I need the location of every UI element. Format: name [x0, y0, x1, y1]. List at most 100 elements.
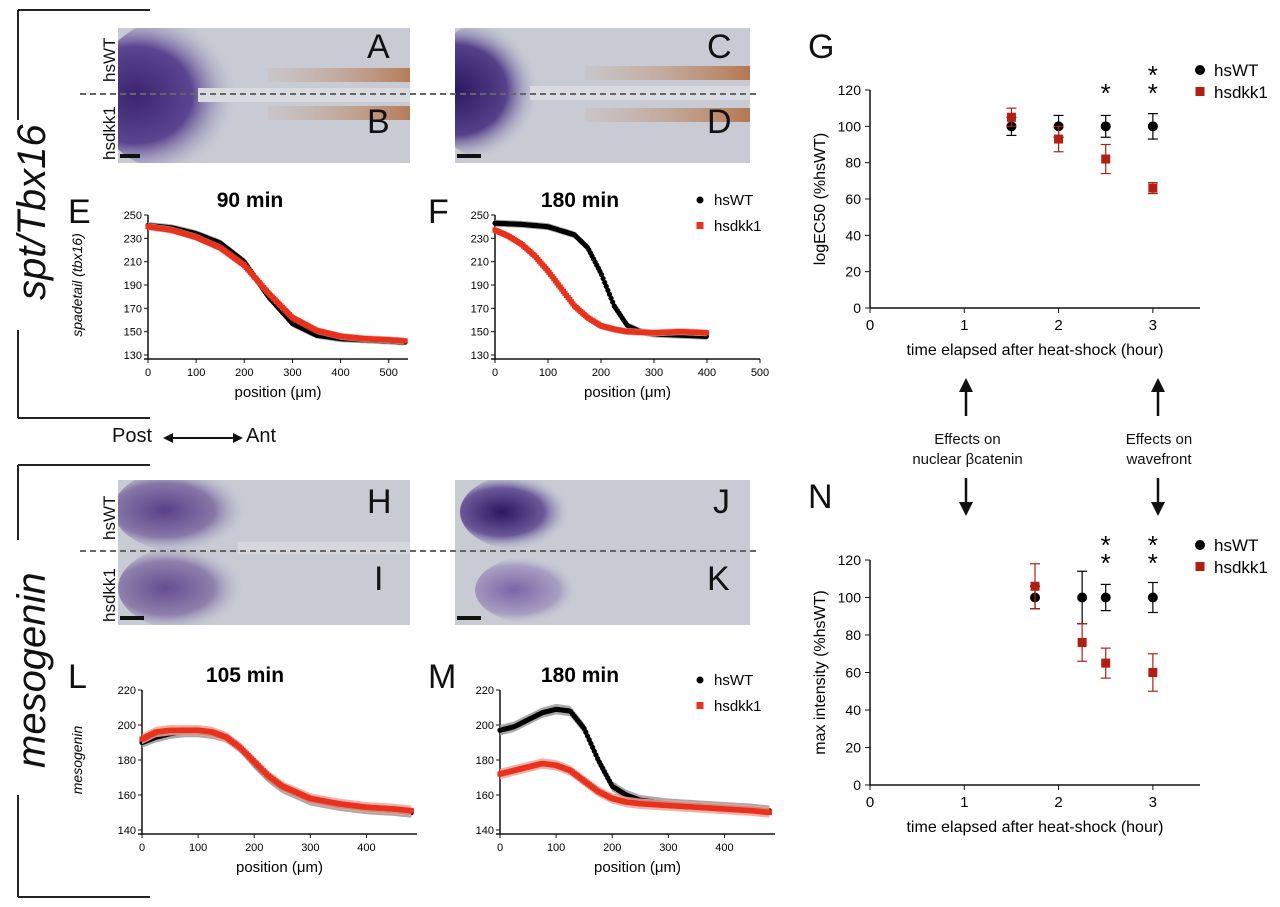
error-band — [148, 223, 405, 345]
panel-letter-N: N — [808, 478, 833, 516]
y-axis-label: max intensity (%hsWT) — [812, 590, 829, 754]
series-hsWT — [1030, 570, 1158, 625]
series-line — [147, 224, 406, 344]
error-band — [142, 725, 412, 816]
series-line — [494, 229, 708, 334]
x-tick-label: 0 — [866, 317, 874, 334]
y-tick-label: 250 — [471, 210, 489, 222]
data-point — [1054, 134, 1064, 144]
y-tick-label: 20 — [845, 740, 861, 756]
label-hsdkk1-top: hsdkk1 — [100, 106, 119, 160]
chart-N: 0 20 40 60 80 100 120 0 1 2 3 time elapsed after he… — [812, 530, 1268, 836]
series-hsdkk1 — [1030, 563, 1158, 692]
y-tick-label: 100 — [838, 590, 862, 606]
x-tick-label: 300 — [301, 842, 319, 854]
legend-label-hsdkk1: hsdkk1 — [1214, 558, 1268, 577]
y-tick-label: 40 — [845, 227, 861, 243]
annotation-arrows — [959, 378, 1165, 516]
legend-label-hsdkk1: hsdkk1 — [714, 218, 762, 235]
y-tick-label: 190 — [124, 280, 142, 292]
y-tick-label: 150 — [471, 327, 489, 339]
panel-letter-L: L — [68, 658, 87, 696]
series-s0 — [145, 222, 408, 346]
legend-label-hswt: hsWT — [714, 192, 753, 209]
panel-letter-G: G — [808, 28, 835, 66]
ant-label: Ant — [246, 425, 277, 447]
legend-marker-hswt — [696, 196, 704, 204]
chart-L: 105 min 140 160 180 200 220 0 100 200 300 400 posit… — [69, 664, 417, 876]
x-tick-label: 100 — [189, 842, 207, 854]
error-band — [500, 758, 770, 818]
panel-letter-A: A — [367, 28, 390, 66]
series-hsdkk1 — [492, 226, 710, 337]
chart-title: 105 min — [206, 664, 284, 687]
annotation-right-line1: Effects on — [1125, 431, 1193, 448]
x-tick-label: 3 — [1149, 794, 1157, 811]
panel-letter-F: F — [428, 193, 449, 231]
y-tick-label: 80 — [845, 627, 861, 643]
significance-star: * — [1148, 548, 1158, 578]
y-tick-label: 130 — [124, 350, 142, 362]
y-tick-label: 100 — [838, 118, 862, 134]
chart-title: 90 min — [217, 189, 284, 212]
label-hsdkk1-bottom: hsdkk1 — [100, 568, 119, 622]
x-tick-label: 500 — [380, 367, 398, 379]
chart-F: 180 min 130 150 170 190 210 230 250 0 100 200 300 40… — [471, 189, 770, 401]
series-s1 — [145, 223, 408, 345]
annotation-left: Effects on nuclear βcatenin — [905, 430, 1030, 470]
x-tick-label: 400 — [357, 842, 375, 854]
y-tick-label: 0 — [853, 300, 861, 316]
legend-marker-hswt — [696, 676, 704, 684]
x-tick-label: 2 — [1054, 794, 1062, 811]
data-point — [1006, 112, 1016, 122]
series-line — [141, 731, 412, 814]
y-tick-label: 210 — [124, 257, 142, 269]
dashed-divider-bottom — [80, 550, 760, 552]
error-band — [500, 704, 770, 816]
x-tick-label: 3 — [1149, 317, 1157, 334]
data-point — [1077, 592, 1088, 603]
legend-marker-hsdkk1 — [1195, 87, 1205, 96]
x-tick-label: 0 — [497, 842, 503, 854]
x-tick-label: 1 — [960, 317, 968, 334]
y-tick-label: 250 — [124, 210, 142, 222]
data-point — [1101, 154, 1111, 164]
panel-letter-E: E — [68, 193, 91, 231]
data-point — [1100, 121, 1111, 132]
chart-G: 0 20 40 60 80 100 120 0 1 2 3 time elapsed after he… — [812, 60, 1268, 359]
error-band — [495, 226, 707, 337]
legend-marker-hswt — [1195, 65, 1205, 75]
y-tick-label: 160 — [476, 790, 494, 802]
significance-star: * — [1148, 78, 1158, 108]
chart-title: 180 min — [541, 189, 619, 212]
y-tick-label: 210 — [471, 257, 489, 269]
data-point — [1101, 658, 1111, 668]
x-tick-label: 100 — [539, 367, 557, 379]
x-tick-label: 200 — [245, 842, 263, 854]
x-tick-label: 400 — [715, 842, 733, 854]
y-tick-label: 230 — [124, 233, 142, 245]
y-tick-label: 120 — [838, 82, 862, 98]
x-tick-label: 300 — [645, 367, 663, 379]
legend-label-hswt: hsWT — [1214, 536, 1258, 555]
y-tick-label: 0 — [853, 777, 861, 793]
post-label: Post — [112, 425, 153, 447]
panel-letter-D: D — [707, 103, 732, 141]
panel-letter-I: I — [374, 560, 384, 598]
x-tick-label: 0 — [139, 842, 145, 854]
x-tick-label: 2 — [1054, 317, 1062, 334]
x-axis-label: position (μm) — [236, 859, 323, 876]
series-line — [499, 762, 770, 814]
data-point — [1147, 592, 1158, 603]
double-arrow-icon — [163, 433, 243, 443]
panel-letter-H: H — [367, 483, 392, 521]
x-tick-label: 200 — [592, 367, 610, 379]
x-axis-label: time elapsed after heat-shock (hour) — [906, 819, 1163, 836]
x-tick-label: 200 — [235, 367, 253, 379]
x-tick-label: 400 — [698, 367, 716, 379]
data-point — [1030, 581, 1040, 591]
x-tick-label: 1 — [960, 794, 968, 811]
legend-marker-hsdkk1 — [1195, 562, 1205, 571]
significance-star: * — [1101, 530, 1111, 560]
micrograph-HI — [118, 480, 410, 625]
